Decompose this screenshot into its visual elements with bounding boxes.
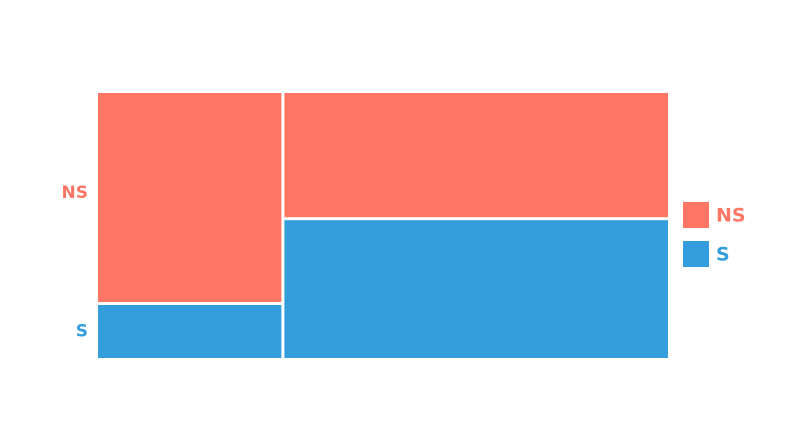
- y-axis-labels: NS S: [62, 183, 88, 342]
- mosaic-cell-col2-s: [284, 220, 668, 358]
- mosaic-cell-col1-ns: [98, 93, 282, 302]
- legend-label-s: S: [716, 244, 730, 266]
- legend-label-ns: NS: [716, 205, 746, 227]
- mosaic-cell-col2-ns: [284, 93, 668, 218]
- legend-swatch-ns: [683, 202, 709, 228]
- legend-swatch-s: [683, 241, 709, 267]
- mosaic-cell-col1-s: [98, 305, 282, 358]
- y-label-ns: NS: [62, 183, 88, 203]
- legend: NS S: [683, 202, 746, 267]
- y-label-s: S: [76, 322, 88, 342]
- cells-layer: [98, 93, 668, 358]
